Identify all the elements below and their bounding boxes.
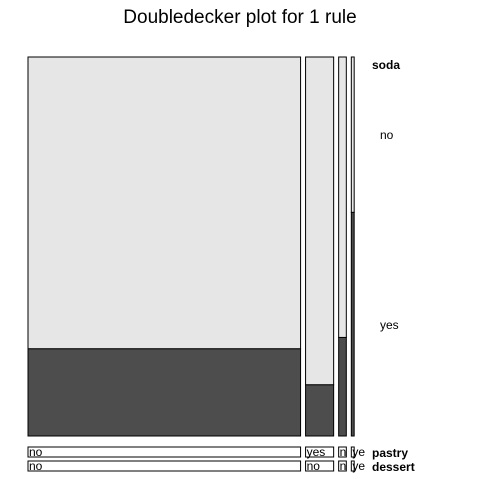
pastry-level-label: no: [29, 445, 43, 459]
dessert-level-label: no: [29, 459, 43, 473]
pastry-strip-cell: [338, 446, 347, 458]
dessert-strip-cell: [27, 460, 302, 472]
bar-segment-soda-yes: [350, 211, 355, 437]
dessert-level-label: ye: [352, 459, 365, 473]
bar-segment-soda-no: [338, 56, 347, 338]
response-level-no: no: [380, 128, 394, 142]
response-bars: [27, 56, 355, 437]
bar-segment-soda-yes: [27, 348, 302, 437]
response-level-yes: yes: [380, 318, 399, 332]
dessert-strip-cell: [350, 460, 355, 472]
pastry-level-label: n: [340, 445, 347, 459]
pastry-level-label: yes: [307, 445, 326, 459]
bar-segment-soda-no: [305, 56, 335, 386]
chart-title: Doubledecker plot for 1 rule: [123, 7, 356, 28]
bar-segment-soda-no: [27, 56, 302, 350]
bar-segment-soda-no: [350, 56, 355, 213]
response-axis-title: soda: [372, 58, 400, 72]
pastry-strip-cell: [305, 446, 335, 458]
dessert-strip-cell: [305, 460, 335, 472]
bar-segment-soda-yes: [305, 384, 335, 437]
bar-segment-soda-yes: [338, 336, 347, 437]
pastry-strip-cell: [350, 446, 355, 458]
pastry-level-label: ye: [352, 445, 365, 459]
pastry-strip-cell: [27, 446, 302, 458]
dessert-strip-cell: [338, 460, 347, 472]
dessert-level-label: no: [307, 459, 321, 473]
dessert-level-label: n: [340, 459, 347, 473]
factor-name-pastry: pastry: [372, 446, 408, 460]
factor-name-dessert: dessert: [372, 460, 415, 474]
